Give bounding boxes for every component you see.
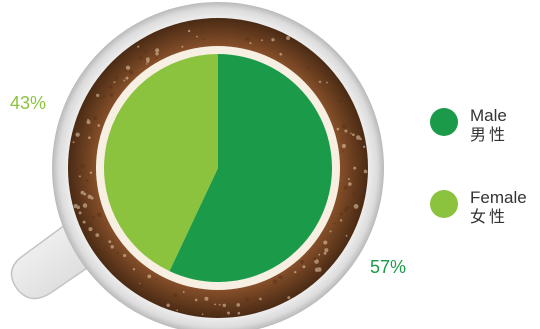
- percent-label-female: 43%: [10, 93, 47, 113]
- legend-label: Female 女性: [470, 188, 527, 228]
- legend-label: Male 男性: [470, 106, 508, 146]
- legend-label-zh: 女性: [470, 209, 509, 226]
- legend-label-en: Male: [470, 106, 507, 125]
- pie-slice-male: [169, 54, 332, 283]
- percent-label-male: 57%: [370, 257, 407, 277]
- legend-label-zh: 男性: [470, 127, 509, 144]
- legend-label-en: Female: [470, 188, 527, 207]
- pie-chart: [103, 54, 332, 283]
- legend-swatch: [430, 108, 458, 136]
- pie-slice-female: [103, 54, 218, 272]
- legend-swatch: [430, 190, 458, 218]
